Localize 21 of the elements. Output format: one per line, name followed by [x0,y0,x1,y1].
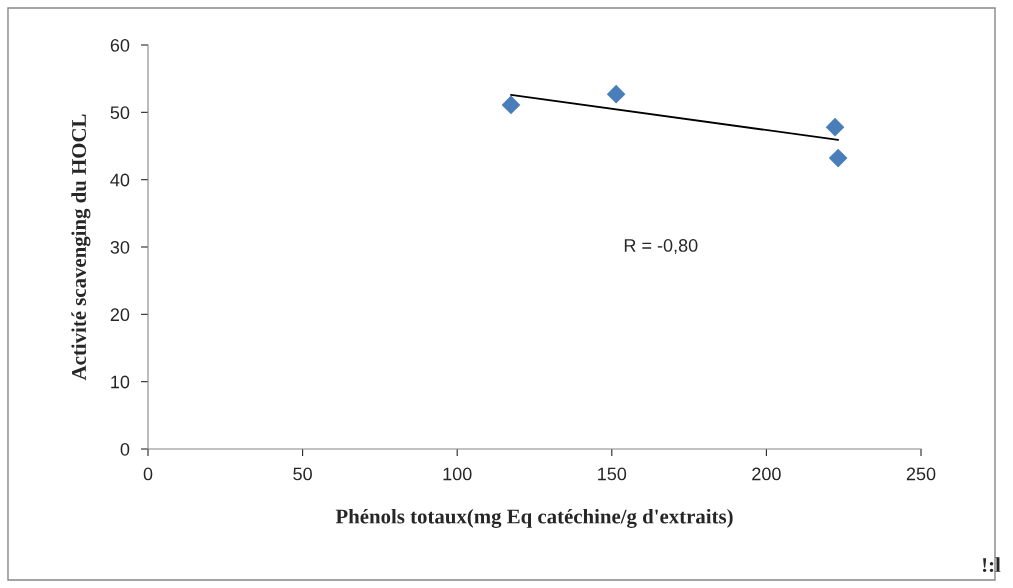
x-tick-label: 250 [906,467,936,481]
point [825,117,845,137]
x-tick-label: 150 [598,467,627,481]
y-tick-label: 40 [110,173,130,187]
y-tick-label: 10 [111,375,130,389]
y-tick-label: 30 [110,240,130,254]
y-tick-label: 50 [110,106,130,120]
x-axis-title: Phénols totaux(mg Eq catéchine/g d'extraits) [335,508,733,528]
x-tick-label: 100 [443,467,472,481]
y-tick-label: 20 [110,308,130,322]
y-axis-title: Activité scavenging du HOCL [71,114,91,381]
y-tick-label: 0 [120,442,130,456]
y-tick-label: 60 [110,38,130,52]
annotation: R = -0,80 [624,239,698,254]
x-tick-label: 0 [143,467,153,481]
point [828,148,848,168]
point [606,84,626,104]
point [501,95,521,115]
x-tick-label: 200 [752,467,781,481]
x-tick-label: 50 [293,467,312,481]
text: !:l [982,557,1001,573]
